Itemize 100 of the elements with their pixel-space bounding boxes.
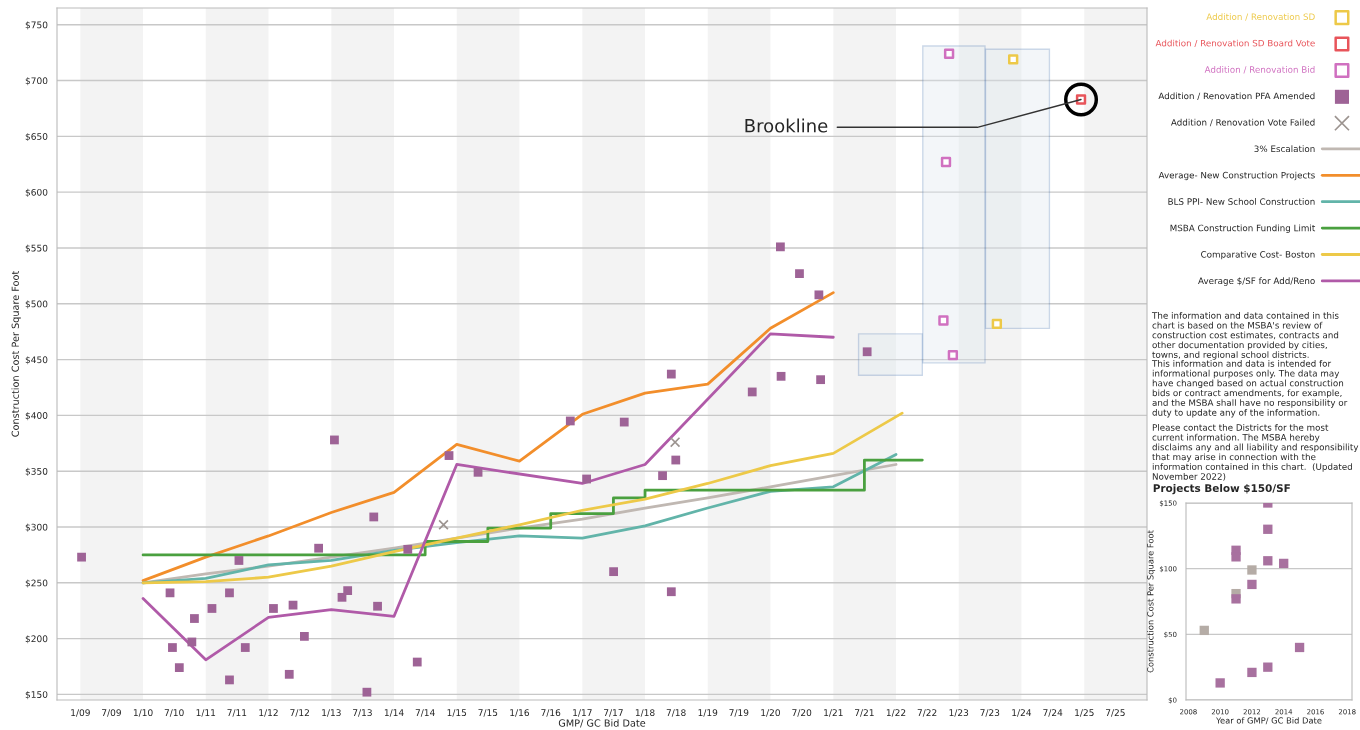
point (1247, 667, 1257, 678)
y-tick-label: $750 (25, 21, 48, 30)
point (619, 417, 629, 427)
x-tick-label: 1/14 (384, 709, 404, 717)
y-tick-label: $600 (25, 188, 48, 197)
point (190, 614, 199, 623)
y-tick-label: $500 (25, 300, 48, 309)
point (225, 675, 234, 685)
point (658, 471, 667, 481)
point (666, 369, 676, 379)
point (1279, 558, 1289, 569)
point (373, 601, 382, 611)
legend-label: BLS PPI- New School Construction (1168, 198, 1315, 205)
y-tick-label: $250 (25, 579, 48, 588)
point (795, 269, 804, 279)
legend-label: Comparative Cost- Boston (1201, 250, 1315, 260)
point (947, 349, 959, 361)
text: The information and data contained in this chart is based on the MSBA's review of construction cost estimates, contracts and other documentation provided by cities, towns, and regional school districts. (1151, 312, 1339, 360)
point (816, 375, 825, 385)
point (444, 451, 454, 460)
point (991, 318, 1003, 330)
point (369, 512, 379, 522)
x-tick-label: 7/24 (1043, 709, 1063, 717)
point (77, 552, 86, 562)
legend-label: Average- New Construction Projects (1158, 171, 1315, 181)
point (1247, 579, 1257, 590)
x-tick-label: 1/24 (1012, 709, 1032, 717)
point (269, 604, 278, 613)
point (168, 643, 177, 652)
line-series (141, 332, 835, 662)
point (938, 315, 949, 326)
point (609, 567, 618, 577)
point (1215, 678, 1225, 688)
point (299, 631, 309, 641)
point (669, 436, 681, 448)
point (240, 643, 250, 652)
x-tick-label: 7/13 (353, 709, 372, 717)
point (343, 586, 353, 596)
point (473, 467, 483, 477)
legend-label: 3% Escalation (1254, 145, 1315, 153)
legend-label: Addition / Renovation Vote Failed (1170, 118, 1315, 127)
x-tick-label: 1/12 (259, 709, 278, 717)
y-tick-label: $200 (25, 635, 48, 644)
point (330, 435, 339, 445)
annotation: Brookline (745, 118, 828, 133)
point (314, 543, 324, 553)
point (412, 657, 422, 667)
x-tick-label: 7/20 (792, 709, 812, 717)
legend-label: MSBA Construction Funding Limit (1170, 224, 1316, 233)
point (1231, 594, 1241, 604)
point (403, 544, 413, 554)
point (165, 588, 175, 598)
x-tick-label: 1/21 (824, 709, 843, 717)
x-tick-label: 7/18 (666, 709, 686, 717)
legend-label: Addition / Renovation SD (1206, 13, 1315, 21)
x-tick-label: 7/25 (1105, 709, 1125, 717)
point (187, 637, 197, 647)
text: Addition / Renovation Bid (1204, 66, 1315, 74)
y-tick-label: $550 (25, 244, 48, 253)
text: This information and data is intended for informational purposes only. The data may have changed based on actual construction bids or contract amendments, for example, and the MSBA shall have no responsibility or duty to update any of the information. (1151, 360, 1348, 418)
point (1247, 565, 1257, 575)
point (234, 556, 244, 565)
point (1263, 556, 1273, 566)
chart-title: Projects Below $150/SF (1153, 483, 1290, 495)
point (747, 387, 757, 397)
point (940, 156, 952, 168)
point (225, 588, 234, 598)
point (776, 242, 785, 252)
legend-label: Addition / Renovation SD Board Vote (1155, 39, 1315, 48)
y-tick-label: $150 (25, 690, 48, 700)
y-tick-label: $350 (25, 467, 48, 476)
x-axis-title: Year of GMP/ GC Bid Date (1216, 717, 1322, 725)
point (1199, 625, 1209, 636)
x-tick-label: 7/12 (290, 709, 309, 717)
point (1294, 642, 1305, 653)
point (362, 687, 372, 697)
point (1263, 524, 1273, 534)
x-tick-label: 1/25 (1075, 709, 1094, 717)
legend-label: Addition / Renovation PFA Amended (1158, 92, 1315, 100)
y-tick-label: $400 (25, 411, 48, 421)
point (776, 371, 786, 381)
x-tick-label: 1/20 (761, 709, 780, 717)
point (943, 48, 955, 59)
x-tick-label: 1/09 (71, 709, 90, 717)
point (1008, 54, 1019, 65)
line-series (141, 411, 904, 585)
x-tick-label: 7/14 (415, 709, 435, 717)
point (207, 604, 217, 613)
y-axis-title: Construction Cost Per Square Foot (1147, 530, 1156, 673)
legend-label: Average $/SF for Add/Reno (1198, 277, 1315, 286)
x-tick-label: 1/10 (133, 709, 153, 717)
text: Please contact the Districts for the most current information. The MSBA hereby disclaims any and all liability and responsibility that may arise in connection with the information contained in this chart. (Updated November 2022) (1152, 424, 1359, 481)
y-tick-label: $300 (25, 523, 48, 532)
x-tick-label: 7/16 (541, 709, 561, 717)
x-tick-label: 7/11 (227, 709, 247, 717)
x-tick-label: 1/23 (949, 709, 969, 717)
x-tick-label: 1/16 (510, 709, 530, 717)
x-tick-label: 1/13 (322, 709, 341, 717)
point (862, 347, 872, 357)
point (284, 669, 294, 679)
